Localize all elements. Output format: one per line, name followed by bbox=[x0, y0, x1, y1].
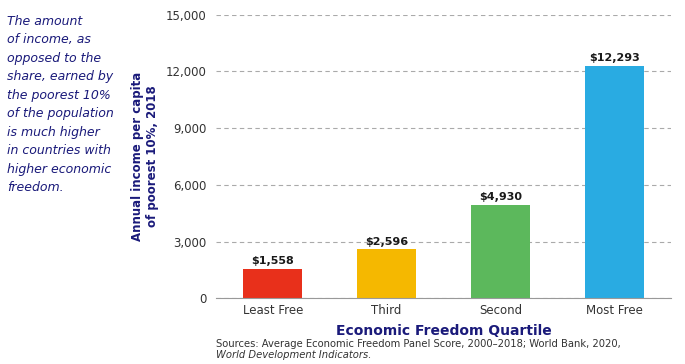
Text: The amount
of income, as
opposed to the
share, earned by
the poorest 10%
of the : The amount of income, as opposed to the … bbox=[7, 15, 114, 194]
Y-axis label: Annual income per capita
of poorest 10%, 2018: Annual income per capita of poorest 10%,… bbox=[131, 72, 159, 241]
X-axis label: Economic Freedom Quartile: Economic Freedom Quartile bbox=[336, 324, 551, 338]
Bar bbox=[585, 66, 644, 298]
Text: $4,930: $4,930 bbox=[479, 192, 522, 202]
Bar bbox=[243, 269, 302, 298]
Bar bbox=[471, 205, 530, 298]
Text: World Development Indicators.: World Development Indicators. bbox=[216, 339, 371, 360]
Text: Sources: Average Economic Freedom Panel Score, 2000–2018; World Bank, 2020,: Sources: Average Economic Freedom Panel … bbox=[216, 339, 621, 360]
Text: $12,293: $12,293 bbox=[589, 53, 640, 63]
Text: $1,558: $1,558 bbox=[251, 256, 294, 266]
Text: $2,596: $2,596 bbox=[365, 237, 408, 246]
Bar bbox=[357, 249, 416, 298]
